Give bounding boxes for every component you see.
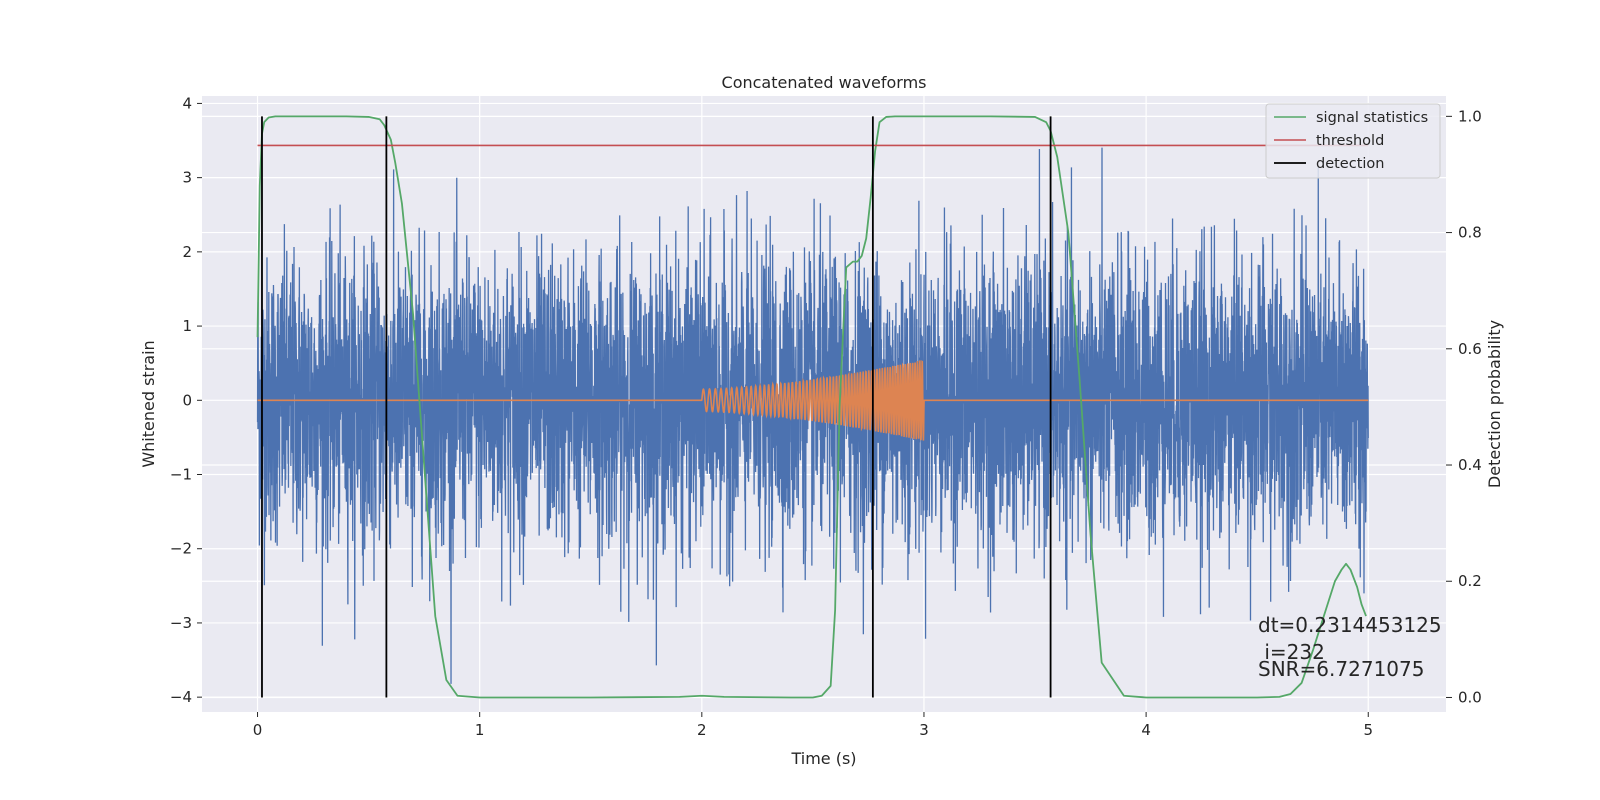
y2-tick-label: 0.0 bbox=[1458, 688, 1482, 706]
legend: signal statistics threshold detection bbox=[1265, 103, 1441, 179]
y2-tick-label: 0.8 bbox=[1458, 224, 1482, 242]
legend-label-threshold: threshold bbox=[1316, 133, 1384, 149]
annotation-snr: SNR=6.7271075 bbox=[1258, 657, 1424, 681]
y2-axis-label: Detection probability bbox=[1485, 320, 1504, 488]
y2-tick-label: 0.4 bbox=[1458, 456, 1482, 474]
y-tick-label: 2 bbox=[182, 243, 192, 261]
signal-statistics-line bbox=[256, 115, 1367, 699]
strain-series bbox=[256, 147, 1369, 684]
legend-label-signal-statistics: signal statistics bbox=[1316, 110, 1428, 126]
x-axis-label: Time (s) bbox=[790, 749, 856, 768]
y-tick-label: 3 bbox=[182, 169, 192, 187]
detection-series bbox=[261, 116, 1052, 698]
x-tick-label: 0 bbox=[253, 721, 263, 739]
y2-tick-label: 1.0 bbox=[1458, 107, 1482, 125]
x-tick-label: 4 bbox=[1141, 721, 1151, 739]
y-tick-label: −4 bbox=[170, 688, 192, 706]
template-series bbox=[257, 360, 1369, 441]
annotation-dt: dt=0.2314453125 bbox=[1258, 613, 1442, 637]
y-tick-label: −3 bbox=[170, 614, 192, 632]
y2-tick-label: 0.2 bbox=[1458, 572, 1482, 590]
y2-tick-label: 0.6 bbox=[1458, 340, 1482, 358]
y-tick-label: 0 bbox=[182, 391, 192, 409]
y-axis-label: Whitened strain bbox=[139, 340, 158, 467]
legend-box bbox=[1265, 103, 1441, 179]
x-tick-label: 5 bbox=[1363, 721, 1373, 739]
y-tick-label: 1 bbox=[182, 317, 192, 335]
x-tick-label: 1 bbox=[475, 721, 485, 739]
signal-statistics-series bbox=[256, 115, 1367, 699]
x-tick-label: 3 bbox=[919, 721, 929, 739]
template-line bbox=[257, 360, 1369, 441]
strain-line bbox=[256, 147, 1369, 684]
x-tick-label: 2 bbox=[697, 721, 707, 739]
chart-title: Concatenated waveforms bbox=[722, 73, 927, 92]
legend-label-detection: detection bbox=[1316, 156, 1384, 172]
y-tick-label: −2 bbox=[170, 540, 192, 558]
axes: 0 1 2 3 4 5 −4 −3 −2 −1 0 1 2 3 4 0.0 0.2 0.4 0.6 0.8 1.0 bbox=[170, 94, 1482, 739]
annotation-i: i=232 bbox=[1258, 640, 1325, 664]
y-tick-label: −1 bbox=[170, 466, 192, 484]
y-tick-label: 4 bbox=[182, 94, 192, 112]
